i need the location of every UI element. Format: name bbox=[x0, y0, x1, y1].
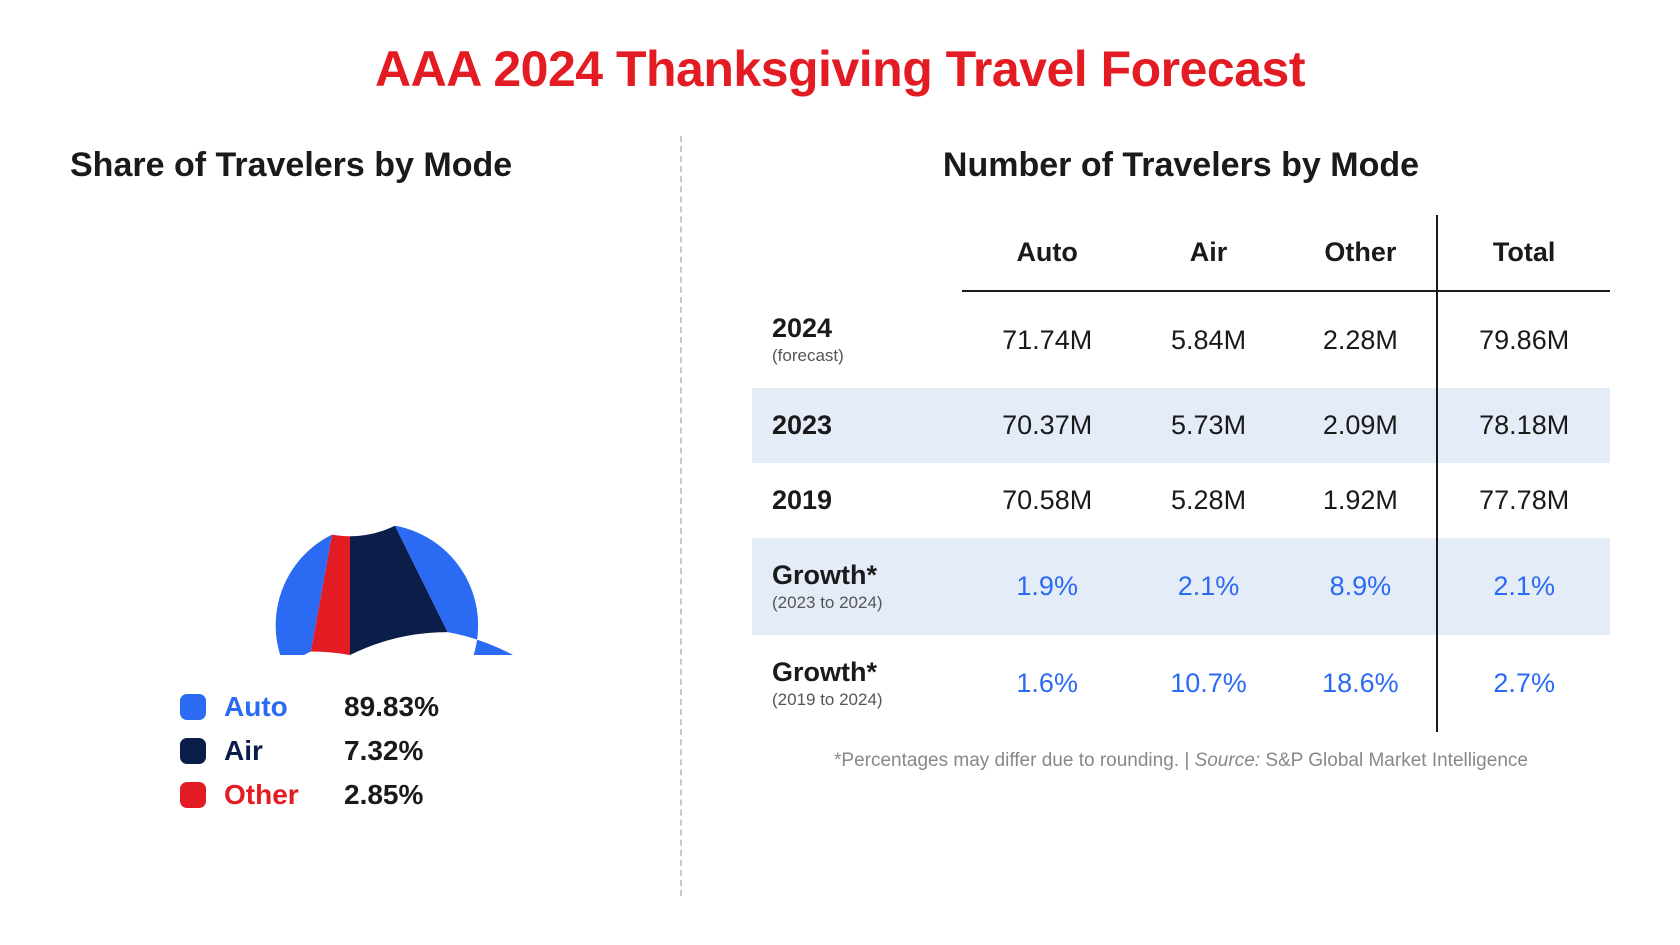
cell: 2.09M bbox=[1284, 388, 1437, 463]
legend-row-auto: Auto89.83% bbox=[180, 685, 520, 729]
legend-value: 89.83% bbox=[344, 691, 439, 723]
legend-swatch bbox=[180, 782, 206, 808]
cell: 78.18M bbox=[1437, 388, 1610, 463]
footnote-source-name: S&P Global Market Intelligence bbox=[1265, 750, 1528, 771]
cell: 1.92M bbox=[1284, 463, 1437, 538]
cell: 1.6% bbox=[962, 635, 1133, 732]
travelers-table: AutoAirOtherTotal 2024(forecast)71.74M5.… bbox=[752, 215, 1610, 732]
col-total: Total bbox=[1437, 215, 1610, 291]
table-header-row: AutoAirOtherTotal bbox=[752, 215, 1610, 291]
number-by-mode-heading: Number of Travelers by Mode bbox=[752, 146, 1610, 185]
cell: 70.58M bbox=[962, 463, 1133, 538]
donut-hole bbox=[249, 334, 451, 536]
cell: 2.28M bbox=[1284, 291, 1437, 388]
vertical-divider bbox=[680, 136, 682, 896]
footnote-note: *Percentages may differ due to rounding.… bbox=[834, 750, 1195, 771]
col-blank bbox=[752, 215, 962, 291]
legend-swatch bbox=[180, 738, 206, 764]
footnote-source-label: Source: bbox=[1195, 750, 1260, 771]
cell: 5.84M bbox=[1133, 291, 1285, 388]
donut-svg bbox=[130, 215, 570, 655]
share-by-mode-heading: Share of Travelers by Mode bbox=[70, 146, 630, 185]
cell: 2.7% bbox=[1437, 635, 1610, 732]
legend-label: Other bbox=[224, 779, 344, 811]
page-title: AAA 2024 Thanksgiving Travel Forecast bbox=[70, 40, 1610, 98]
cell: 79.86M bbox=[1437, 291, 1610, 388]
columns: Share of Travelers by Mode Auto89.83%Air… bbox=[70, 136, 1610, 905]
cell: 10.7% bbox=[1133, 635, 1285, 732]
cell: 8.9% bbox=[1284, 538, 1437, 635]
col-other: Other bbox=[1284, 215, 1437, 291]
table-row: Growth*(2023 to 2024)1.9%2.1%8.9%2.1% bbox=[752, 538, 1610, 635]
legend-row-air: Air7.32% bbox=[180, 729, 520, 773]
table-footnote: *Percentages may differ due to rounding.… bbox=[752, 750, 1610, 772]
table-body: 2024(forecast)71.74M5.84M2.28M79.86M2023… bbox=[752, 291, 1610, 732]
table-row: 2024(forecast)71.74M5.84M2.28M79.86M bbox=[752, 291, 1610, 388]
legend-label: Auto bbox=[224, 691, 344, 723]
table-row: 201970.58M5.28M1.92M77.78M bbox=[752, 463, 1610, 538]
donut-chart bbox=[130, 215, 570, 655]
row-label: 2024(forecast) bbox=[752, 291, 962, 388]
row-label: Growth*(2019 to 2024) bbox=[752, 635, 962, 732]
row-label: 2019 bbox=[752, 463, 962, 538]
share-by-mode-panel: Share of Travelers by Mode Auto89.83%Air… bbox=[70, 136, 670, 905]
cell: 1.9% bbox=[962, 538, 1133, 635]
cell: 71.74M bbox=[962, 291, 1133, 388]
cell: 77.78M bbox=[1437, 463, 1610, 538]
cell: 5.73M bbox=[1133, 388, 1285, 463]
number-by-mode-panel: Number of Travelers by Mode AutoAirOther… bbox=[692, 136, 1610, 905]
col-auto: Auto bbox=[962, 215, 1133, 291]
cell: 2.1% bbox=[1133, 538, 1285, 635]
row-label: 2023 bbox=[752, 388, 962, 463]
legend-row-other: Other2.85% bbox=[180, 773, 520, 817]
col-air: Air bbox=[1133, 215, 1285, 291]
legend-value: 2.85% bbox=[344, 779, 423, 811]
cell: 18.6% bbox=[1284, 635, 1437, 732]
cell: 5.28M bbox=[1133, 463, 1285, 538]
row-label: Growth*(2023 to 2024) bbox=[752, 538, 962, 635]
cell: 70.37M bbox=[962, 388, 1133, 463]
legend-swatch bbox=[180, 694, 206, 720]
donut-legend: Auto89.83%Air7.32%Other2.85% bbox=[180, 685, 520, 817]
legend-value: 7.32% bbox=[344, 735, 423, 767]
table-row: 202370.37M5.73M2.09M78.18M bbox=[752, 388, 1610, 463]
cell: 2.1% bbox=[1437, 538, 1610, 635]
legend-label: Air bbox=[224, 735, 344, 767]
page: AAA 2024 Thanksgiving Travel Forecast Sh… bbox=[0, 0, 1680, 945]
table-row: Growth*(2019 to 2024)1.6%10.7%18.6%2.7% bbox=[752, 635, 1610, 732]
